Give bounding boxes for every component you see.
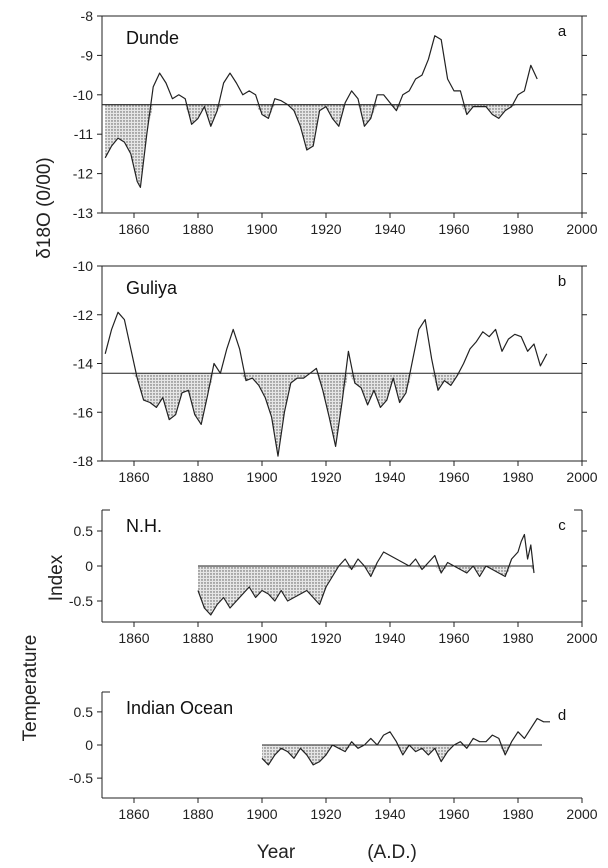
panel-dunde: 1860 1880 1900 1920 1940 1960 1980 2000 -13 -12 -1… [73, 8, 598, 237]
x-tick-label: 1960 [438, 469, 469, 485]
panel-indian-ocean-temperature: 1860 1880 1900 1920 1940 1960 1980 2000 -0.5 0 0.5… [69, 691, 598, 822]
x-tick-label: 1920 [310, 469, 341, 485]
y-tick-label: -16 [73, 404, 93, 420]
index-axis-label: Index [46, 554, 67, 601]
y-tick-label: -9 [81, 47, 94, 63]
x-tick-label: 1920 [310, 221, 341, 237]
x-tick-label: 1980 [502, 630, 533, 646]
y-tick-label: -0.5 [69, 770, 93, 786]
x-tick-label: 1960 [438, 221, 469, 237]
panel-title: Dunde [126, 28, 179, 48]
y-tick-label: -10 [73, 258, 93, 274]
temperature-axis-label: Temperature [20, 635, 41, 742]
y-tick-label: 0 [85, 737, 93, 753]
x-tick-label: 2000 [566, 806, 597, 822]
x-tick-label: 1880 [182, 630, 213, 646]
y-tick-label: -12 [73, 166, 93, 182]
svg-text:Temperature: Temperature [20, 635, 41, 742]
panel-title: N.H. [126, 516, 162, 536]
y-tick-label: -12 [73, 307, 93, 323]
x-tick-label: 1940 [374, 806, 405, 822]
x-tick-label: 1880 [182, 221, 213, 237]
below-mean-shading [198, 566, 534, 615]
panel-title: Guliya [126, 278, 178, 298]
panel-letter: a [558, 23, 567, 40]
panel-letter: d [558, 707, 566, 724]
panel-nh-temperature: 1860 1880 1900 1920 1940 1960 1980 2000 -0.5 0 0.5… [69, 509, 598, 646]
x-tick-label: 1860 [118, 221, 149, 237]
x-tick-label: 1860 [118, 806, 149, 822]
x-tick-label: 1900 [246, 630, 277, 646]
y-tick-label: -0.5 [69, 593, 93, 609]
below-mean-shading [105, 104, 538, 188]
y-tick-label: 0.5 [74, 704, 94, 720]
y-tick-label: 0.5 [74, 523, 94, 539]
x-tick-label: 1960 [438, 806, 469, 822]
x-axis-unit: (A.D.) [367, 842, 417, 863]
below-mean-shading [262, 745, 550, 765]
x-tick-label: 1960 [438, 630, 469, 646]
series-line [197, 533, 535, 616]
y-tick-label: -11 [74, 126, 93, 142]
x-tick-label: 1900 [246, 806, 277, 822]
panel-letter: b [558, 273, 566, 290]
x-tick-label: 1860 [118, 469, 149, 485]
oxygen-isotope-axis-label: δ18O (0/00) [34, 157, 55, 258]
x-tick-label: 1880 [182, 469, 213, 485]
x-tick-label: 1940 [374, 469, 405, 485]
panel-letter: c [558, 517, 566, 534]
svg-text:Index: Index [46, 554, 67, 601]
x-tick-label: 1900 [246, 469, 277, 485]
y-tick-label: -8 [81, 8, 94, 24]
panel-title: Indian Ocean [126, 698, 233, 718]
x-tick-label: 1860 [118, 630, 149, 646]
x-tick-label: 2000 [566, 630, 597, 646]
below-mean-shading [105, 373, 547, 457]
x-tick-label: 1920 [310, 806, 341, 822]
y-tick-label: -18 [73, 453, 93, 469]
series-line [104, 35, 538, 188]
panel-guliya: 1860 1880 1900 1920 1940 1960 1980 2000 -18 -16 -1… [73, 258, 598, 485]
svg-text:δ18O (0/00): δ18O (0/00) [34, 157, 55, 258]
x-tick-label: 1940 [374, 630, 405, 646]
x-tick-label: 1980 [502, 221, 533, 237]
x-tick-label: 1920 [310, 630, 341, 646]
series-line [104, 311, 548, 457]
x-tick-label: 1940 [374, 221, 405, 237]
x-tick-label: 1980 [502, 806, 533, 822]
series-line [261, 717, 550, 766]
x-tick-label: 2000 [566, 469, 597, 485]
y-tick-label: -10 [73, 87, 93, 103]
y-tick-label: -13 [73, 205, 93, 221]
x-tick-label: 1980 [502, 469, 533, 485]
x-tick-label: 1880 [182, 806, 213, 822]
x-tick-label: 1900 [246, 221, 277, 237]
x-axis-label: Year [257, 842, 296, 863]
y-tick-label: 0 [85, 558, 93, 574]
x-tick-label: 2000 [566, 221, 597, 237]
y-tick-label: -14 [73, 356, 93, 372]
